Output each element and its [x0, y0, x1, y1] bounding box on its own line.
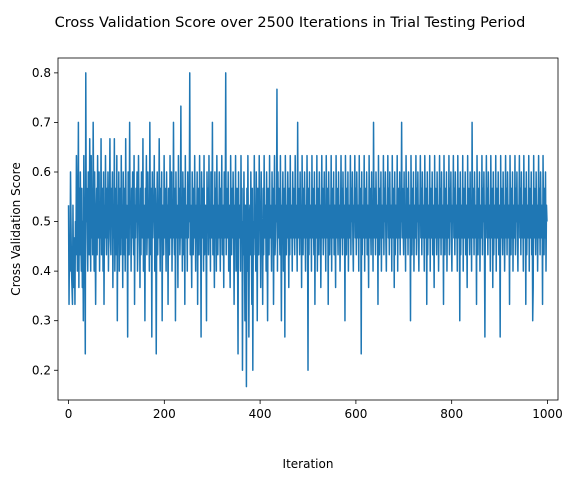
y-tick-label: 0.4: [32, 264, 51, 278]
x-tick-label: 200: [153, 407, 176, 421]
x-tick-label: 0: [65, 407, 73, 421]
x-axis-label: Iteration: [283, 457, 334, 471]
plot-area: [67, 72, 548, 388]
y-axis-label: Cross Validation Score: [9, 162, 23, 295]
x-axis: 0 200 400 600 800 1000: [65, 400, 563, 421]
y-tick-label: 0.8: [32, 66, 51, 80]
y-tick-label: 0.3: [32, 314, 51, 328]
chart-title: Cross Validation Score over 2500 Iterati…: [55, 15, 526, 31]
x-tick-label: 1000: [532, 407, 563, 421]
x-tick-label: 800: [440, 407, 463, 421]
plot-frame: [57, 57, 559, 401]
series-line: [67, 72, 548, 388]
y-tick-label: 0.2: [32, 363, 51, 377]
x-tick-label: 600: [344, 407, 367, 421]
y-tick-label: 0.5: [32, 215, 51, 229]
x-tick-label: 400: [249, 407, 272, 421]
y-tick-label: 0.6: [32, 165, 51, 179]
y-tick-label: 0.7: [32, 115, 51, 129]
y-axis: 0.2 0.3 0.4 0.5 0.6 0.7 0.8: [32, 66, 58, 377]
